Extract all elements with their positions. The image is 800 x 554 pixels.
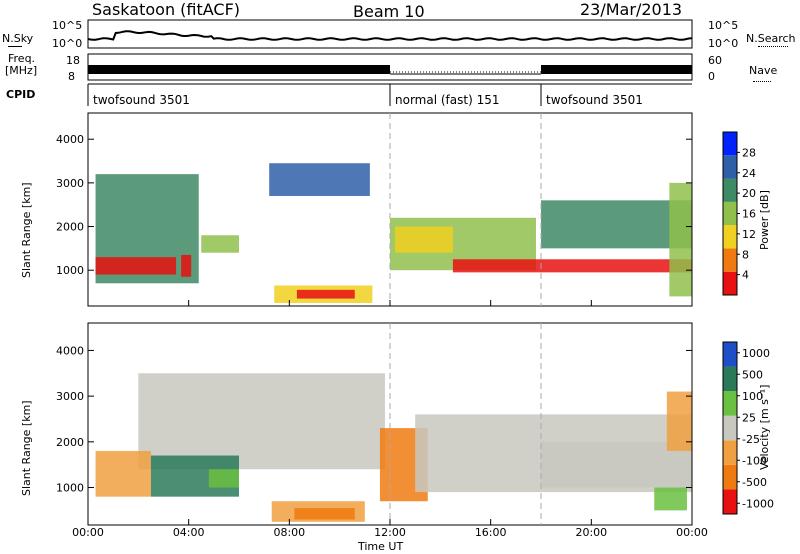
nave-line xyxy=(753,81,771,82)
cpid-segment-label: twofsound 3501 xyxy=(93,93,190,107)
nave-tick-low: 0 xyxy=(708,70,715,83)
y-tick-label: 2000 xyxy=(56,436,84,449)
y-tick-label: 3000 xyxy=(56,177,84,190)
colorbar-tick-label: 20 xyxy=(742,187,756,200)
colorbar-segment xyxy=(723,178,737,202)
heatmap-cell xyxy=(395,226,453,253)
nave-tick-high: 60 xyxy=(708,54,722,67)
heatmap-cell xyxy=(208,469,239,488)
nsearch-label: N.Search xyxy=(746,32,796,45)
x-tick-label: 08:00 xyxy=(273,526,305,539)
heatmap-cell xyxy=(654,487,687,511)
nsky-tick-high: 10^5 xyxy=(52,19,83,32)
heatmap-cell xyxy=(138,373,385,470)
y-tick-label: 4000 xyxy=(56,133,84,146)
nsky-panel-frame xyxy=(87,19,693,49)
freq-tick-high: 18 xyxy=(66,54,80,67)
colorbar-tick-label: 100 xyxy=(742,390,763,403)
colorbar-tick-label: 24 xyxy=(742,167,756,180)
heatmap-cell xyxy=(452,259,692,273)
colorbar-tick-label: -1000 xyxy=(742,497,774,510)
x-tick-label: 16:00 xyxy=(475,526,507,539)
colorbar-segment xyxy=(723,415,737,441)
freq-unit: [MHz] xyxy=(5,64,38,77)
y-tick-label: 1000 xyxy=(56,482,84,495)
nave-label: Nave xyxy=(749,64,778,77)
nsky-tick-low: 10^0 xyxy=(52,37,83,50)
cpid-label: CPID xyxy=(6,88,36,101)
x-tick-label: 20:00 xyxy=(575,526,607,539)
colorbar-segment xyxy=(723,489,737,514)
cpid-segment-label: twofsound 3501 xyxy=(546,93,643,107)
heatmap-cell xyxy=(666,391,692,451)
colorbar-tick-label: -500 xyxy=(742,476,767,489)
colorbar-tick-label: 500 xyxy=(742,368,763,381)
colorbar-tick-label: 8 xyxy=(742,248,749,261)
colorbar-segment xyxy=(723,201,737,226)
x-tick-label: 00:00 xyxy=(72,526,104,539)
colorbar-tick-label: 12 xyxy=(742,228,756,241)
colorbar-segment xyxy=(723,271,737,295)
colorbar-tick-label: 1000 xyxy=(742,347,770,360)
colorbar-segment xyxy=(723,132,737,156)
station-title: Saskatoon (fitACF) xyxy=(92,0,241,19)
nsky-trace xyxy=(87,30,693,41)
colorbar-tick-label: 25 xyxy=(742,411,756,424)
colorbar-tick-label: -100 xyxy=(742,454,767,467)
x-tick-label: 00:00 xyxy=(676,526,708,539)
y-tick-label: 3000 xyxy=(56,390,84,403)
heatmap-cell xyxy=(95,257,177,275)
cpid-segment-label: normal (fast) 151 xyxy=(395,93,499,107)
y-tick-label: 1000 xyxy=(56,264,84,277)
colorbar-segment xyxy=(723,440,737,465)
nsearch-tick-low: 10^0 xyxy=(708,37,739,50)
colorbar-tick-label: -25 xyxy=(742,433,760,446)
x-tick-label: 04:00 xyxy=(173,526,205,539)
heatmap-cell xyxy=(181,254,192,277)
heatmap-cell xyxy=(95,450,151,497)
heatmap-cell xyxy=(669,182,692,297)
heatmap-cell xyxy=(294,508,355,520)
colorbar-segment xyxy=(723,225,737,249)
date-title: 23/Mar/2013 xyxy=(580,0,683,19)
xaxis-label: Time UT xyxy=(358,540,404,553)
x-tick-label: 12:00 xyxy=(374,526,406,539)
colorbar-tick-label: 4 xyxy=(742,269,749,282)
heatmap-cell xyxy=(269,163,370,196)
nsearch-line xyxy=(758,46,788,47)
freq-tick-low: 8 xyxy=(68,70,75,83)
freq-band-1 xyxy=(88,65,390,74)
colorbar-segment xyxy=(723,366,737,392)
heatmap-cell xyxy=(541,200,692,249)
colorbar-tick-label: 28 xyxy=(742,146,756,159)
colorbar-frame xyxy=(722,341,738,515)
y-tick-label: 2000 xyxy=(56,221,84,234)
colorbar-segment xyxy=(723,155,737,179)
beam-title: Beam 10 xyxy=(353,2,425,21)
colorbar-tick-label: 16 xyxy=(742,208,756,221)
freq-band-2 xyxy=(541,65,692,74)
heatmap-cell xyxy=(201,235,239,253)
nsearch-tick-high: 10^5 xyxy=(708,19,739,32)
colorbar-segment xyxy=(723,464,737,490)
colorbar-segment xyxy=(723,391,737,416)
colorbar-segment xyxy=(723,342,737,367)
freq-label: Freq. xyxy=(8,52,36,65)
nsky-line xyxy=(8,46,22,47)
nsky-label: N.Sky xyxy=(2,32,34,45)
y-tick-label: 4000 xyxy=(56,344,84,357)
colorbar-segment xyxy=(723,248,737,272)
heatmap-cell xyxy=(296,289,355,299)
